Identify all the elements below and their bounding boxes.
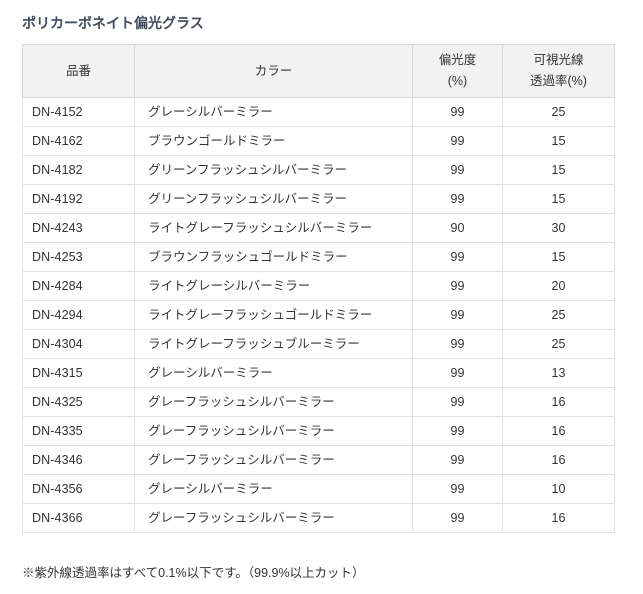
column-header-code: 品番 xyxy=(22,44,135,98)
cell-pol: 99 xyxy=(412,155,503,185)
cell-code: DN-4253 xyxy=(22,242,135,272)
table-row: DN-4243 ライトグレーフラッシュシルバーミラー 90 30 xyxy=(22,213,615,243)
page-title: ポリカーボネイト偏光グラス xyxy=(22,15,204,31)
cell-pol: 99 xyxy=(412,126,503,156)
table-body: DN-4152 グレーシルバーミラー 99 25 DN-4162 ブラウンゴールドミラー 9… xyxy=(22,97,615,533)
footnote: ※紫外線透過率はすべて0.1%以下です。（99.9%以上カット） xyxy=(22,566,365,580)
cell-code: DN-4366 xyxy=(22,503,135,533)
column-header-code-line1: 品番 xyxy=(65,63,91,78)
cell-color: グレーフラッシュシルバーミラー xyxy=(134,387,413,417)
cell-code: DN-4182 xyxy=(22,155,135,185)
cell-vlt: 15 xyxy=(502,155,615,185)
cell-code: DN-4162 xyxy=(22,126,135,156)
header-row: 品番 カラー 偏光度 (%) 可視光線 透過率(%) xyxy=(22,44,615,98)
cell-code: DN-4346 xyxy=(22,445,135,475)
cell-color: グレーシルバーミラー xyxy=(134,97,413,127)
cell-pol: 90 xyxy=(412,213,503,243)
cell-vlt: 13 xyxy=(502,358,615,388)
cell-color: グレーシルバーミラー xyxy=(134,358,413,388)
table-row: DN-4162 ブラウンゴールドミラー 99 15 xyxy=(22,126,615,156)
cell-pol: 99 xyxy=(412,329,503,359)
column-header-polarization-line1: 偏光度 xyxy=(438,53,477,68)
cell-pol: 99 xyxy=(412,300,503,330)
column-header-color: カラー xyxy=(134,44,413,98)
cell-vlt: 15 xyxy=(502,184,615,214)
table-row: DN-4356 グレーシルバーミラー 99 10 xyxy=(22,474,615,504)
cell-pol: 99 xyxy=(412,387,503,417)
cell-pol: 99 xyxy=(412,445,503,475)
cell-color: ライトグレーフラッシュブルーミラー xyxy=(134,329,413,359)
cell-pol: 99 xyxy=(412,184,503,214)
table-row: DN-4284 ライトグレーシルバーミラー 99 20 xyxy=(22,271,615,301)
cell-color: ライトグレーフラッシュゴールドミラー xyxy=(134,300,413,330)
table-row: DN-4192 グリーンフラッシュシルバーミラー 99 15 xyxy=(22,184,615,214)
cell-color: グレーフラッシュシルバーミラー xyxy=(134,445,413,475)
cell-vlt: 16 xyxy=(502,416,615,446)
cell-color: ブラウンフラッシュゴールドミラー xyxy=(134,242,413,272)
cell-color: グリーンフラッシュシルバーミラー xyxy=(134,184,413,214)
column-header-polarization: 偏光度 (%) xyxy=(412,44,503,98)
cell-code: DN-4335 xyxy=(22,416,135,446)
table-row: DN-4325 グレーフラッシュシルバーミラー 99 16 xyxy=(22,387,615,417)
table-row: DN-4304 ライトグレーフラッシュブルーミラー 99 25 xyxy=(22,329,615,359)
cell-code: DN-4243 xyxy=(22,213,135,243)
table-header: 品番 カラー 偏光度 (%) 可視光線 透過率(%) xyxy=(22,44,615,98)
cell-code: DN-4294 xyxy=(22,300,135,330)
column-header-polarization-line2: (%) xyxy=(447,74,468,88)
cell-code: DN-4325 xyxy=(22,387,135,417)
cell-pol: 99 xyxy=(412,416,503,446)
cell-code: DN-4192 xyxy=(22,184,135,214)
table-row: DN-4253 ブラウンフラッシュゴールドミラー 99 15 xyxy=(22,242,615,272)
cell-color: グリーンフラッシュシルバーミラー xyxy=(134,155,413,185)
cell-pol: 99 xyxy=(412,503,503,533)
cell-color: ライトグレーフラッシュシルバーミラー xyxy=(134,213,413,243)
table-row: DN-4182 グリーンフラッシュシルバーミラー 99 15 xyxy=(22,155,615,185)
cell-vlt: 25 xyxy=(502,300,615,330)
cell-color: グレーフラッシュシルバーミラー xyxy=(134,503,413,533)
cell-code: DN-4315 xyxy=(22,358,135,388)
cell-vlt: 20 xyxy=(502,271,615,301)
cell-vlt: 30 xyxy=(502,213,615,243)
cell-pol: 99 xyxy=(412,242,503,272)
cell-vlt: 25 xyxy=(502,97,615,127)
cell-vlt: 15 xyxy=(502,242,615,272)
cell-vlt: 15 xyxy=(502,126,615,156)
table-row: DN-4335 グレーフラッシュシルバーミラー 99 16 xyxy=(22,416,615,446)
cell-vlt: 16 xyxy=(502,503,615,533)
table-row: DN-4152 グレーシルバーミラー 99 25 xyxy=(22,97,615,127)
cell-code: DN-4152 xyxy=(22,97,135,127)
cell-code: DN-4304 xyxy=(22,329,135,359)
table-row: DN-4346 グレーフラッシュシルバーミラー 99 16 xyxy=(22,445,615,475)
cell-code: DN-4284 xyxy=(22,271,135,301)
column-header-color-line1: カラー xyxy=(254,63,293,78)
cell-vlt: 16 xyxy=(502,445,615,475)
polarized-glasses-spec-table: 品番 カラー 偏光度 (%) 可視光線 透過率(%) DN-4152 グレーシルバ… xyxy=(22,44,615,533)
cell-vlt: 25 xyxy=(502,329,615,359)
cell-pol: 99 xyxy=(412,358,503,388)
cell-pol: 99 xyxy=(412,271,503,301)
cell-vlt: 10 xyxy=(502,474,615,504)
column-header-vlt: 可視光線 透過率(%) xyxy=(502,44,615,98)
column-header-vlt-line2: 透過率(%) xyxy=(530,74,587,88)
cell-pol: 99 xyxy=(412,97,503,127)
table-row: DN-4366 グレーフラッシュシルバーミラー 99 16 xyxy=(22,503,615,533)
cell-code: DN-4356 xyxy=(22,474,135,504)
cell-pol: 99 xyxy=(412,474,503,504)
column-header-vlt-line1: 可視光線 xyxy=(533,53,584,68)
cell-color: グレーフラッシュシルバーミラー xyxy=(134,416,413,446)
cell-color: グレーシルバーミラー xyxy=(134,474,413,504)
cell-color: ブラウンゴールドミラー xyxy=(134,126,413,156)
cell-vlt: 16 xyxy=(502,387,615,417)
table-row: DN-4294 ライトグレーフラッシュゴールドミラー 99 25 xyxy=(22,300,615,330)
table-row: DN-4315 グレーシルバーミラー 99 13 xyxy=(22,358,615,388)
cell-color: ライトグレーシルバーミラー xyxy=(134,271,413,301)
